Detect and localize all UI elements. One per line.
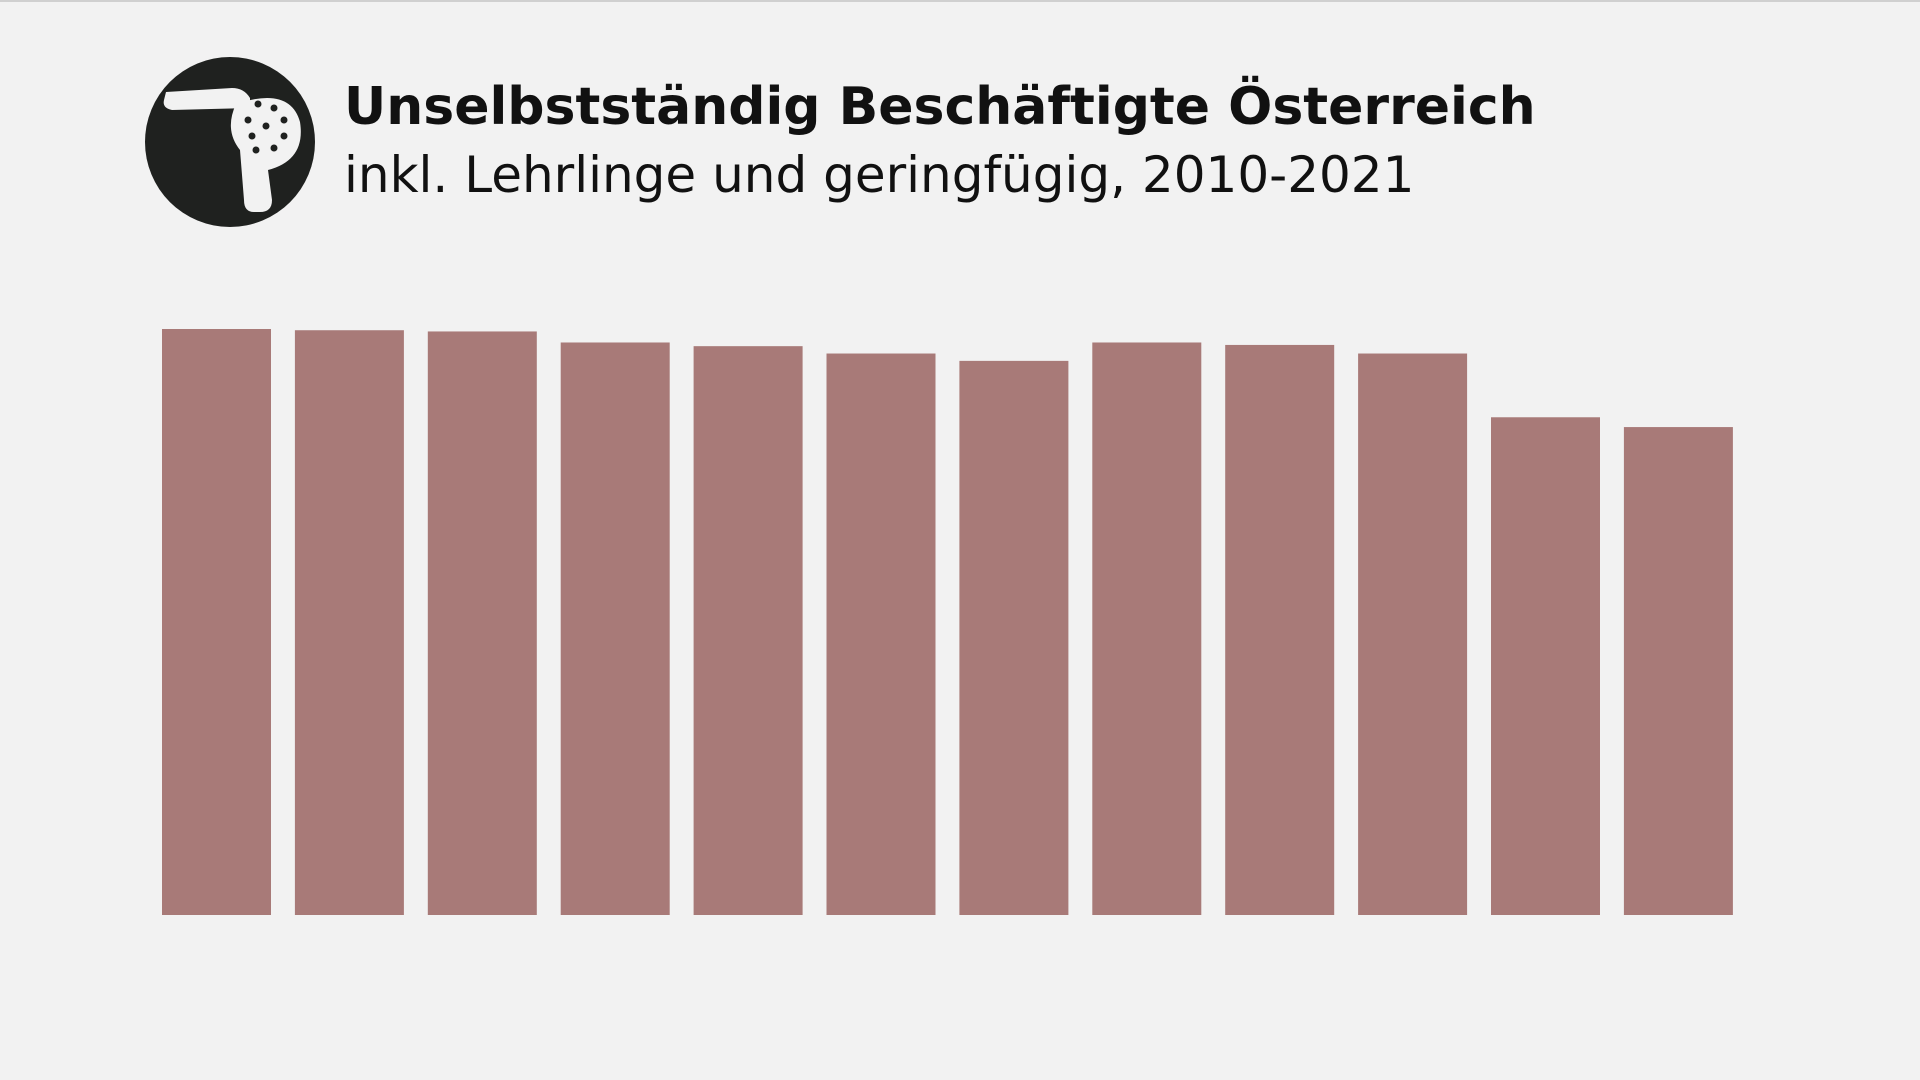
chart-title: Unselbstständig Beschäftigte Österreich [344,75,1536,137]
bar [959,360,1069,915]
bar [294,330,404,915]
bar [826,353,936,916]
bar [1358,353,1468,916]
chart-subtitle: inkl. Lehrlinge und geringfügig, 2010-20… [344,146,1414,204]
bar [560,342,670,915]
bar [1225,344,1335,915]
top-border [0,0,1920,2]
bar [1623,427,1733,915]
icon [145,57,315,227]
bar [1092,342,1202,915]
bar [162,329,271,915]
bar [1491,417,1600,915]
bar [693,346,803,915]
bar [427,331,537,915]
